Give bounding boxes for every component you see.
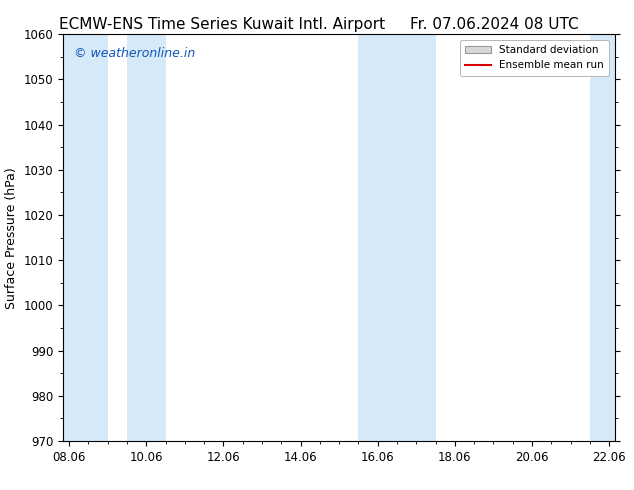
Bar [127,34,165,441]
Text: Fr. 07.06.2024 08 UTC: Fr. 07.06.2024 08 UTC [410,17,579,32]
Legend: Standard deviation, Ensemble mean run: Standard deviation, Ensemble mean run [460,40,609,75]
Y-axis label: Surface Pressure (hPa): Surface Pressure (hPa) [5,167,18,309]
Text: © weatheronline.in: © weatheronline.in [74,47,196,59]
Bar [358,34,436,441]
Bar [63,34,108,441]
Text: ECMW-ENS Time Series Kuwait Intl. Airport: ECMW-ENS Time Series Kuwait Intl. Airpor… [59,17,385,32]
Bar [590,34,615,441]
